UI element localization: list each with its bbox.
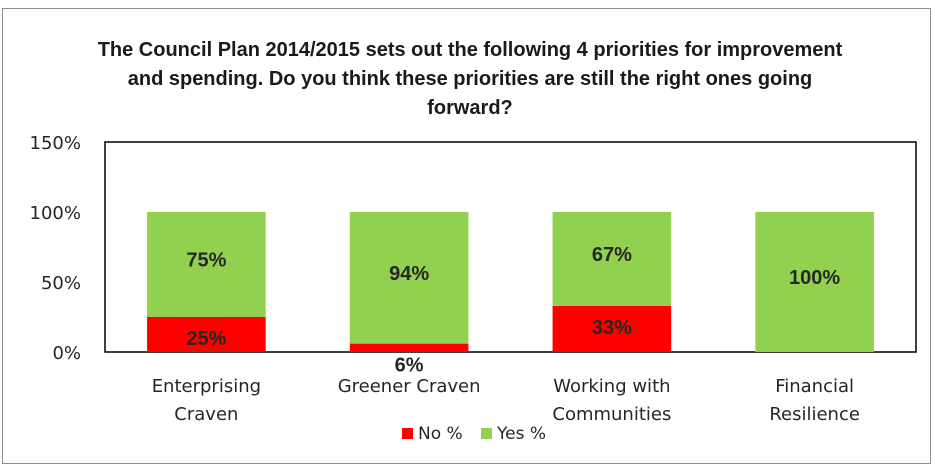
y-tick-label: 0%: [52, 343, 81, 364]
plot-area-border: [104, 141, 917, 353]
legend-swatch-yes: [481, 428, 492, 439]
x-category-label: Craven: [174, 404, 238, 425]
x-category-label: Working with: [553, 376, 670, 397]
legend-label: Yes %: [496, 424, 546, 444]
data-label: 6%: [395, 355, 424, 377]
data-label: 100%: [789, 267, 840, 289]
x-category-label: Enterprising: [152, 376, 261, 397]
x-category-label: Resilience: [769, 404, 860, 425]
bar-no: [552, 305, 672, 352]
legend-label: No %: [418, 424, 463, 444]
bar-yes: [349, 212, 469, 344]
y-tick-label: 150%: [30, 133, 81, 154]
bar-yes: [755, 212, 874, 352]
chart-title: The Council Plan 2014/2015 sets out the …: [97, 39, 843, 119]
y-tick-label: 50%: [41, 273, 81, 294]
data-label: 25%: [186, 328, 226, 350]
data-label: 33%: [592, 317, 632, 339]
bar-yes: [147, 212, 266, 317]
x-category-label: Greener Craven: [338, 376, 481, 397]
bar-no: [147, 317, 266, 352]
data-label: 67%: [592, 244, 632, 266]
x-category-label: Financial: [775, 376, 854, 397]
bar-yes: [552, 212, 672, 306]
legend-swatch-no: [402, 428, 413, 439]
data-label: 75%: [186, 250, 226, 272]
bar-no: [349, 343, 469, 352]
data-label: 94%: [389, 263, 429, 285]
y-tick-label: 100%: [30, 203, 81, 224]
x-category-label: Communities: [552, 404, 671, 425]
